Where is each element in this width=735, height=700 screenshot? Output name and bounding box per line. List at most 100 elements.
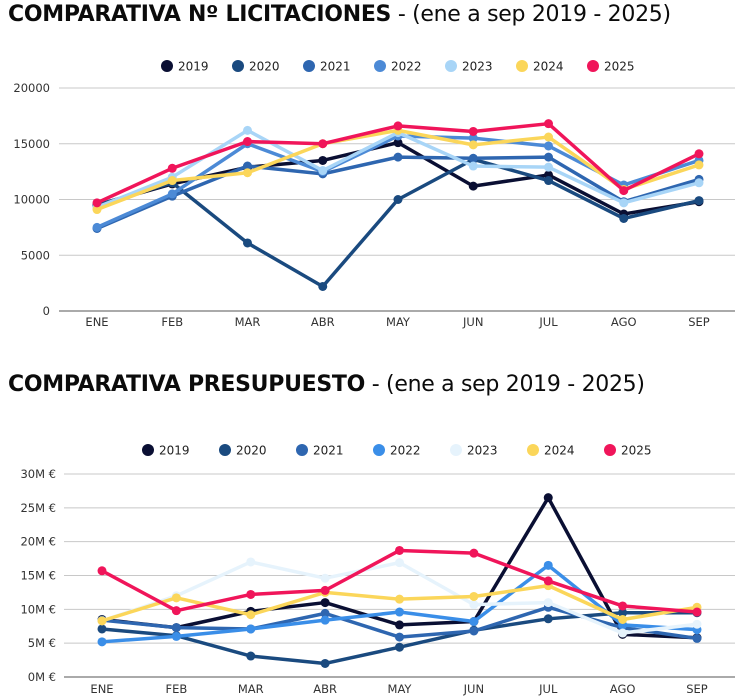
data-point-2025-ENE — [92, 198, 102, 208]
y-tick-label: 10M € — [20, 602, 56, 616]
data-point-2025-MAR — [243, 137, 252, 147]
data-point-2022-JUL — [543, 560, 553, 570]
data-point-2020-ABR — [318, 281, 328, 291]
legend-marker-icon — [161, 60, 173, 72]
legend-label: 2019 — [178, 60, 209, 74]
chart-2-title: COMPARATIVA PRESUPUESTO - (ene a sep 201… — [8, 372, 645, 397]
x-tick-label: JUN — [462, 315, 483, 329]
data-point-2023-MAR — [243, 125, 252, 135]
data-point-2025-JUL — [544, 119, 553, 129]
legend-label: 2021 — [313, 444, 344, 458]
data-point-2023-ABR — [320, 573, 330, 583]
data-point-2022-MAY — [395, 607, 404, 617]
data-point-2019-MAY — [393, 138, 403, 148]
data-point-2020-JUL — [544, 176, 553, 186]
data-point-2025-MAR — [246, 589, 256, 599]
data-point-2024-MAR — [243, 168, 252, 178]
legend-item-2022: 2022 — [373, 444, 421, 458]
data-point-2021-JUL — [544, 152, 553, 162]
data-point-2019-ABR — [320, 598, 330, 608]
legend-label: 2020 — [236, 444, 267, 458]
legend-item-2025: 2025 — [587, 60, 635, 74]
legend-label: 2024 — [533, 60, 564, 74]
legend-marker-icon — [303, 60, 315, 72]
data-point-2019-JUL — [543, 493, 553, 503]
data-point-2019-JUN — [468, 181, 478, 191]
legend-item-2022: 2022 — [374, 60, 422, 74]
data-point-2023-SEP — [694, 178, 704, 188]
legend-item-2021: 2021 — [296, 444, 344, 458]
data-point-2023-AGO — [619, 198, 629, 208]
data-point-2021-MAY — [393, 152, 403, 162]
x-tick-label: ABR — [313, 682, 337, 696]
series-2025 — [92, 119, 704, 208]
legend-label: 2023 — [467, 444, 498, 458]
data-point-2021-ABR — [320, 608, 330, 618]
data-point-2024-ENE — [92, 205, 102, 215]
data-point-2021-JUN — [469, 626, 479, 636]
y-tick-label: 15000 — [13, 137, 50, 151]
data-point-2020-ABR — [320, 658, 330, 668]
data-point-2024-ENE — [97, 616, 107, 626]
data-point-2025-JUN — [469, 548, 479, 558]
chart-1-subtitle: - (ene a sep 2019 - 2025) — [397, 2, 671, 27]
x-tick-label: MAY — [388, 682, 413, 696]
data-point-2023-JUL — [544, 162, 553, 172]
legend-item-2021: 2021 — [303, 60, 351, 74]
legend-label: 2023 — [462, 60, 493, 74]
data-point-2023-SEP — [692, 619, 702, 629]
legend-item-2024: 2024 — [516, 60, 564, 74]
x-tick-label: AGO — [610, 682, 636, 696]
data-point-2025-AGO — [619, 186, 629, 196]
legend-marker-icon — [142, 444, 154, 456]
x-tick-label: FEB — [161, 315, 183, 329]
data-point-2025-MAY — [393, 121, 403, 131]
legend-marker-icon — [527, 444, 539, 456]
data-point-2020-AGO — [619, 213, 629, 223]
x-tick-label: MAY — [386, 315, 411, 329]
data-point-2025-AGO — [618, 601, 628, 611]
licitaciones-chart: 0 5000 10000 15000 20000 ENE FEB MAR ABR MAY JUN JU… — [13, 60, 735, 329]
y-tick-label: 0M € — [28, 670, 56, 684]
y-tick-label: 20M € — [20, 535, 56, 549]
data-point-2024-AGO — [618, 614, 628, 624]
data-point-2022-JUN — [469, 617, 479, 627]
legend-marker-icon — [373, 444, 385, 456]
x-tick-label: JUL — [538, 682, 558, 696]
legend-item-2023: 2023 — [445, 60, 493, 74]
x-tick-label: ENE — [85, 315, 108, 329]
y-tick-label: 10000 — [13, 193, 50, 207]
data-point-2021-MAR — [243, 161, 252, 171]
data-point-2025-FEB — [171, 606, 181, 616]
legend-marker-icon — [296, 444, 308, 456]
data-point-2023-JUN — [469, 600, 479, 610]
data-point-2021-SEP — [692, 633, 702, 643]
legend-marker-icon — [219, 444, 231, 456]
data-point-2024-MAR — [246, 610, 256, 620]
legend-label: 2019 — [159, 444, 190, 458]
data-point-2025-MAY — [395, 545, 404, 555]
y-tick-label: 5M € — [28, 636, 56, 650]
y-tick-label: 5000 — [21, 248, 50, 262]
data-point-2025-FEB — [167, 163, 177, 173]
data-point-2024-JUN — [468, 140, 478, 150]
series-2025 — [97, 545, 702, 617]
chart-2-title-main: COMPARATIVA PRESUPUESTO — [8, 372, 366, 397]
data-point-2024-MAY — [395, 594, 404, 604]
data-point-2023-MAR — [246, 557, 256, 567]
legend-label: 2020 — [249, 60, 280, 74]
legend-marker-icon — [516, 60, 528, 72]
chart-2-subtitle: - (ene a sep 2019 - 2025) — [371, 372, 645, 397]
legend-label: 2025 — [621, 444, 652, 458]
legend-label: 2025 — [604, 60, 635, 74]
legend-label: 2022 — [390, 444, 421, 458]
data-point-2019-MAY — [395, 620, 404, 630]
data-point-2020-ENE — [97, 624, 107, 634]
data-point-2020-SEP — [694, 196, 704, 206]
data-point-2019-ABR — [318, 155, 328, 165]
x-tick-label: SEP — [688, 315, 710, 329]
legend-marker-icon — [445, 60, 457, 72]
legend: 2019 2020 2021 2022 2023 2024 2025 — [142, 444, 652, 458]
y-tick-label: 15M € — [20, 569, 56, 583]
